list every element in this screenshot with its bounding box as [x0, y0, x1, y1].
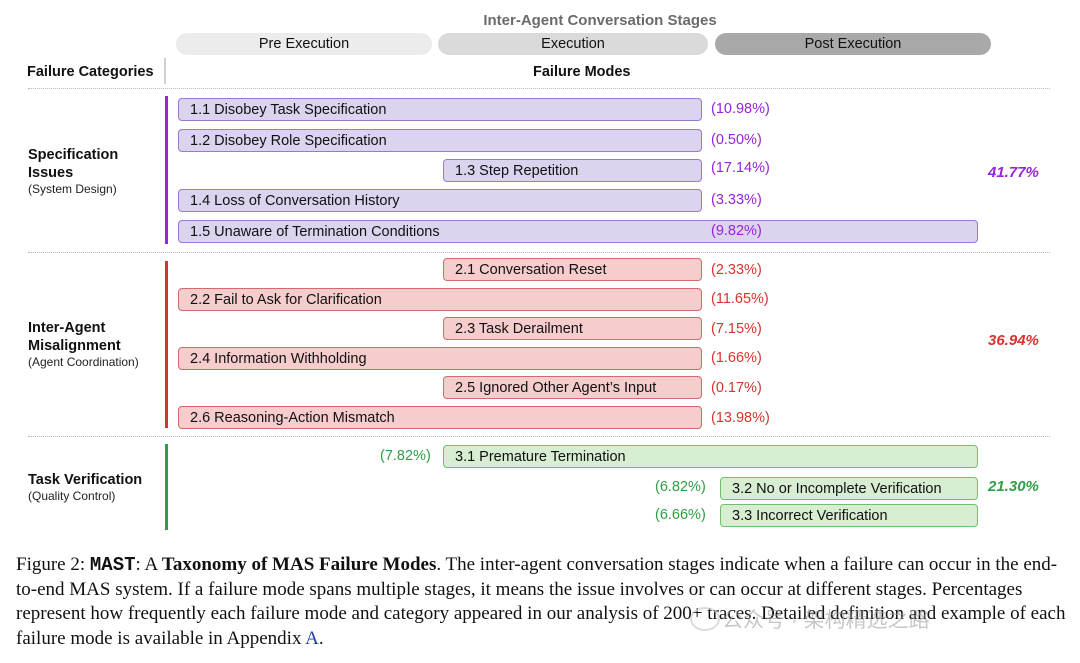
failure-mode-3-3: 3.3 Incorrect Verification — [720, 504, 978, 527]
category-title-inter-agent: Inter-Agent Misalignment — [28, 319, 121, 355]
failure-mode-3-1-pct: (7.82%) — [380, 448, 431, 464]
failure-mode-2-1: 2.1 Conversation Reset — [443, 258, 702, 281]
category-title-task-verification: Task Verification — [28, 472, 143, 488]
category-title-specification: Specification Issues — [28, 146, 118, 182]
category-subtitle-specification: (System Design) — [28, 182, 117, 196]
failure-mode-3-2: 3.2 No or Incomplete Verification — [720, 477, 978, 500]
column-header-modes: Failure Modes — [533, 64, 631, 80]
failure-mode-2-2-pct: (11.65%) — [711, 291, 769, 307]
category-title-line1: Specification — [28, 147, 119, 163]
failure-mode-2-4: 2.4 Information Withholding — [178, 347, 702, 370]
failure-mode-1-4: 1.4 Loss of Conversation History — [178, 189, 702, 212]
category-bar-inter-agent — [165, 261, 168, 428]
stage-post-execution: Post Execution — [715, 33, 991, 55]
category-subtitle-task-verification: (Quality Control) — [28, 489, 116, 503]
stage-pre-execution: Pre Execution — [176, 33, 432, 55]
category-total-task-verification: 21.30% — [988, 478, 1039, 495]
caption-body: . The inter-agent conversation stages in… — [16, 554, 1066, 649]
failure-mode-1-3: 1.3 Step Repetition — [443, 159, 702, 182]
failure-mode-1-2: 1.2 Disobey Role Specification — [178, 129, 702, 152]
failure-mode-2-4-pct: (1.66%) — [711, 350, 762, 366]
failure-mode-1-4-pct: (3.33%) — [711, 192, 762, 208]
caption-bold-title: Taxonomy of MAS Failure Modes — [161, 554, 437, 575]
watermark-text: 公众号 · 架构精选之路 — [722, 609, 930, 632]
appendix-link[interactable]: A — [305, 627, 319, 649]
category-title-line1: Inter-Agent — [28, 320, 106, 336]
caption-figure-label: Figure 2: — [16, 554, 90, 575]
failure-mode-2-5-pct: (0.17%) — [711, 380, 762, 396]
category-total-inter-agent: 36.94% — [988, 332, 1039, 349]
failure-mode-2-6: 2.6 Reasoning-Action Mismatch — [178, 406, 702, 429]
column-header-categories: Failure Categories — [27, 64, 154, 80]
failure-mode-2-5: 2.5 Ignored Other Agent’s Input — [443, 376, 702, 399]
failure-mode-3-2-pct: (6.82%) — [655, 479, 706, 495]
category-bar-specification — [165, 96, 168, 244]
failure-mode-1-1-pct: (10.98%) — [711, 101, 770, 117]
figure-caption: Figure 2: MAST: A Taxonomy of MAS Failur… — [16, 553, 1066, 651]
failure-mode-2-1-pct: (2.33%) — [711, 262, 762, 278]
failure-mode-1-5-pct: (9.82%) — [711, 223, 762, 239]
column-separator — [164, 58, 166, 84]
category-title-line2: Issues — [28, 165, 74, 181]
wechat-icon — [690, 607, 720, 631]
failure-mode-1-1: 1.1 Disobey Task Specification — [178, 98, 702, 121]
failure-mode-3-1: 3.1 Premature Termination — [443, 445, 978, 468]
category-title-line2: Misalignment — [28, 338, 121, 354]
stage-execution: Execution — [438, 33, 708, 55]
failure-mode-1-5: 1.5 Unaware of Termination Conditions — [178, 220, 978, 243]
failure-mode-2-3-pct: (7.15%) — [711, 321, 762, 337]
divider-1 — [28, 252, 1050, 253]
category-total-specification: 41.77% — [988, 164, 1039, 181]
caption-end: . — [318, 627, 324, 649]
divider-2 — [28, 436, 1050, 437]
failure-mode-2-6-pct: (13.98%) — [711, 410, 770, 426]
failure-mode-1-3-pct: (17.14%) — [711, 160, 770, 176]
failure-mode-3-3-pct: (6.66%) — [655, 507, 706, 523]
caption-colon: : A — [135, 554, 162, 575]
failure-mode-1-2-pct: (0.50%) — [711, 132, 762, 148]
failure-mode-2-2: 2.2 Fail to Ask for Clarification — [178, 288, 702, 311]
category-bar-task-verification — [165, 444, 168, 530]
stages-title: Inter-Agent Conversation Stages — [483, 12, 717, 29]
divider-top — [28, 88, 1050, 89]
caption-mast: MAST — [89, 554, 136, 576]
failure-mode-2-3: 2.3 Task Derailment — [443, 317, 702, 340]
category-subtitle-inter-agent: (Agent Coordination) — [28, 355, 139, 369]
